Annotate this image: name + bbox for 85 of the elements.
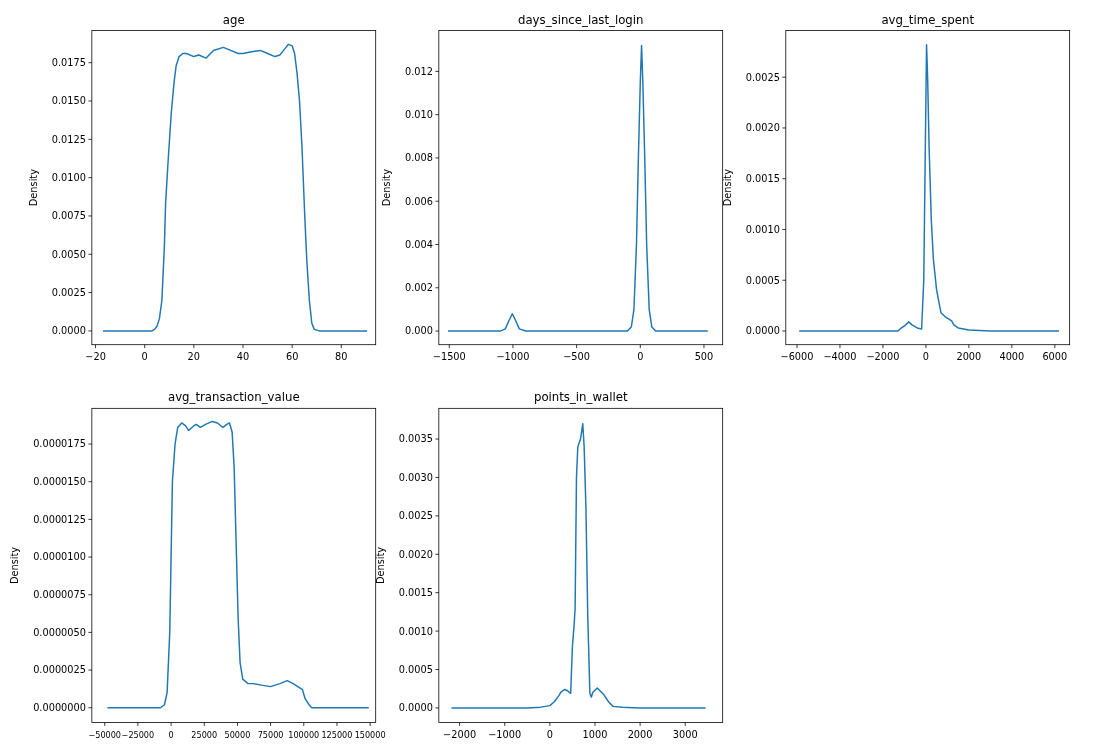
y-tick-label: 0.010 bbox=[404, 109, 433, 121]
x-tick-label: 0 bbox=[922, 351, 930, 363]
y-tick-label: 0.0015 bbox=[745, 173, 780, 185]
x-tick-label: 3000 bbox=[672, 729, 698, 741]
line-series bbox=[450, 422, 707, 709]
y-tick-label: 0.0100 bbox=[51, 172, 86, 184]
x-tick-label: 6000 bbox=[1042, 351, 1068, 363]
line-series bbox=[447, 44, 709, 332]
y-tick-label: 0.000 bbox=[404, 325, 433, 337]
y-tick-label: 0.0150 bbox=[51, 95, 86, 107]
y-tick-label: 0.004 bbox=[404, 238, 433, 250]
x-tick-label: 1000 bbox=[582, 729, 608, 741]
y-axis-title: Density bbox=[721, 168, 733, 207]
y-tick-label: 0.0000 bbox=[51, 325, 86, 337]
x-tick-label: 0 bbox=[141, 351, 148, 363]
y-axis-title: Density bbox=[380, 168, 392, 207]
y-tick-label: 0.0035 bbox=[398, 433, 433, 445]
x-tick-label: 100000 bbox=[288, 730, 320, 741]
x-tick-label: 2000 bbox=[956, 351, 982, 363]
x-tick-label: −50000 bbox=[88, 730, 122, 741]
x-tick-label: −1500 bbox=[432, 351, 466, 363]
line-series bbox=[102, 43, 368, 332]
x-tick-label: 50000 bbox=[224, 730, 251, 741]
y-tick-label: 0.0025 bbox=[398, 510, 433, 522]
y-tick-label: 0.0000000 bbox=[33, 702, 86, 714]
y-tick-label: 0.0000025 bbox=[33, 664, 86, 676]
x-tick-label: 60 bbox=[285, 351, 299, 363]
y-tick-label: 0.0000175 bbox=[33, 438, 86, 450]
y-tick-label: 0.0000 bbox=[398, 702, 433, 714]
y-tick-label: 0.0010 bbox=[398, 625, 433, 637]
chart-title: points_in_wallet bbox=[533, 390, 628, 405]
x-tick-label: −4000 bbox=[823, 351, 857, 363]
x-tick-label: −1000 bbox=[488, 729, 522, 741]
x-tick-label: 500 bbox=[694, 351, 714, 363]
y-tick-label: 0.0005 bbox=[745, 274, 780, 286]
y-tick-label: 0.0125 bbox=[51, 133, 86, 145]
x-tick-label: 2000 bbox=[627, 729, 653, 741]
y-tick-label: 0.0000150 bbox=[33, 476, 86, 488]
y-tick-label: 0.0175 bbox=[51, 57, 86, 69]
x-tick-label: 25000 bbox=[191, 730, 218, 741]
chart-title: age bbox=[222, 12, 245, 27]
y-tick-label: 0.0000125 bbox=[33, 513, 86, 525]
y-tick-label: 0.0030 bbox=[398, 471, 433, 483]
x-tick-label: 0 bbox=[546, 729, 553, 741]
y-axis-title: Density bbox=[374, 546, 386, 584]
y-tick-label: 0.0020 bbox=[745, 122, 780, 134]
x-tick-label: 4000 bbox=[999, 351, 1025, 363]
y-tick-label: 0.008 bbox=[404, 152, 433, 164]
x-tick-label: 80 bbox=[335, 351, 348, 363]
y-tick-label: 0.0020 bbox=[398, 548, 433, 560]
y-tick-label: 0.002 bbox=[404, 282, 433, 294]
y-tick-label: 0.0075 bbox=[51, 210, 86, 222]
line-series bbox=[798, 43, 1060, 332]
x-tick-label: −1000 bbox=[496, 351, 530, 363]
x-tick-label: −25000 bbox=[121, 730, 155, 741]
line-series bbox=[106, 420, 370, 709]
y-axis-title: Density bbox=[8, 546, 20, 584]
y-tick-label: 0.0010 bbox=[745, 223, 780, 235]
x-tick-label: −20 bbox=[85, 351, 106, 363]
x-tick-label: 0 bbox=[637, 351, 644, 363]
y-tick-label: 0.0015 bbox=[398, 587, 433, 599]
y-tick-label: 0.0000050 bbox=[33, 626, 86, 638]
y-tick-label: 0.0025 bbox=[745, 71, 780, 83]
x-tick-label: −500 bbox=[563, 351, 591, 363]
y-tick-label: 0.0005 bbox=[398, 663, 433, 675]
x-tick-label: 0 bbox=[168, 730, 174, 741]
y-tick-label: 0.006 bbox=[404, 195, 433, 207]
y-tick-label: 0.012 bbox=[404, 65, 433, 77]
y-tick-label: 0.0000 bbox=[745, 325, 780, 337]
x-tick-label: 20 bbox=[187, 351, 201, 363]
chart-title: days_since_last_login bbox=[517, 12, 644, 27]
x-tick-label: 125000 bbox=[321, 730, 353, 741]
x-tick-label: 75000 bbox=[257, 730, 284, 741]
y-tick-label: 0.0050 bbox=[51, 248, 86, 260]
x-tick-label: −2000 bbox=[443, 729, 477, 741]
x-tick-label: 150000 bbox=[354, 730, 386, 741]
chart-title: avg_time_spent bbox=[881, 12, 975, 27]
y-axis-title: Density bbox=[27, 168, 39, 207]
x-tick-label: −2000 bbox=[866, 351, 900, 363]
y-tick-label: 0.0000100 bbox=[33, 551, 86, 563]
y-tick-label: 0.0000075 bbox=[33, 589, 86, 601]
chart-title: avg_transaction_value bbox=[167, 390, 300, 405]
y-tick-label: 0.0025 bbox=[51, 287, 86, 299]
x-tick-label: 40 bbox=[236, 351, 250, 363]
x-tick-label: −6000 bbox=[780, 351, 814, 363]
